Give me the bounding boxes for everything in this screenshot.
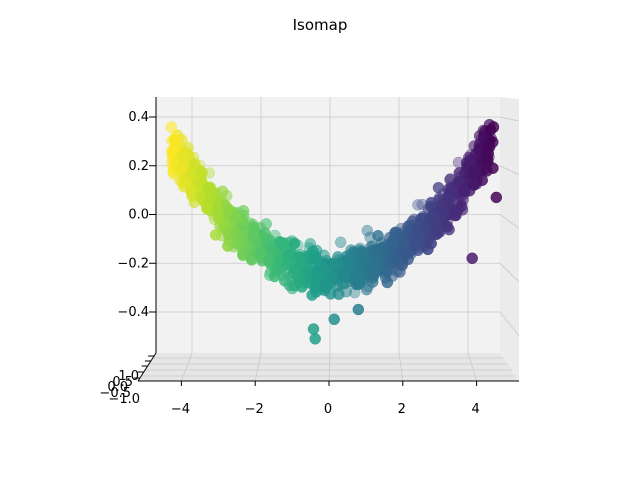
- data-point-894: [491, 192, 502, 203]
- data-point-937: [450, 210, 461, 221]
- data-point-967: [382, 266, 393, 277]
- data-point-994: [189, 159, 200, 170]
- data-point-831: [210, 229, 221, 240]
- z-tick-label-2: 0.0: [128, 208, 149, 223]
- data-point-891: [353, 304, 364, 315]
- data-point-915: [349, 270, 360, 281]
- data-point-964: [222, 205, 233, 216]
- data-point-997: [401, 246, 412, 257]
- data-point-958: [327, 258, 338, 269]
- data-point-754: [368, 270, 379, 281]
- data-point-1006: [387, 239, 398, 250]
- x-tick-label-2: 0: [324, 402, 332, 417]
- data-point-176: [335, 237, 346, 248]
- data-point-922: [278, 238, 289, 249]
- data-point-982: [186, 185, 197, 196]
- x-tick-label-4: 4: [471, 402, 479, 417]
- data-point-1002: [255, 248, 266, 259]
- data-point-914: [358, 248, 369, 259]
- right-side-pane: [500, 97, 519, 381]
- data-point-940: [338, 271, 349, 282]
- data-point-993: [431, 220, 442, 231]
- z-tick-label-3: 0.2: [128, 159, 149, 174]
- floor-pane: [138, 353, 519, 381]
- chart-title: Isomap: [293, 16, 348, 34]
- data-point-939: [343, 255, 354, 266]
- z-tick-label-0: −0.4: [117, 305, 149, 320]
- data-point-412: [166, 122, 177, 133]
- data-point-944: [246, 254, 257, 265]
- data-point-888: [308, 324, 319, 335]
- z-tick-label-4: 0.4: [128, 110, 149, 125]
- data-point-976: [232, 238, 243, 249]
- data-point-986: [442, 221, 453, 232]
- x-tick-label-0: −4: [171, 402, 190, 417]
- data-point-972: [429, 209, 440, 220]
- x-tick-label-1: −2: [245, 402, 264, 417]
- data-point-988: [412, 226, 423, 237]
- data-point-835: [289, 238, 300, 249]
- data-point-995: [295, 259, 306, 270]
- data-point-812: [279, 275, 290, 286]
- data-point-1003: [392, 254, 403, 265]
- data-point-912: [412, 237, 423, 248]
- data-point-985: [468, 180, 479, 191]
- data-point-876: [259, 228, 270, 239]
- data-point-822: [426, 197, 437, 208]
- data-point-987: [458, 185, 469, 196]
- data-point-880: [248, 229, 259, 240]
- data-point-991: [426, 238, 437, 249]
- data-point-838: [308, 246, 319, 257]
- data-point-963: [176, 163, 187, 174]
- data-point-890: [329, 314, 340, 325]
- data-point-955: [318, 267, 329, 278]
- data-point-999: [482, 157, 493, 168]
- data-point-960: [485, 124, 496, 135]
- data-point-889: [310, 333, 321, 344]
- data-point-57: [412, 199, 423, 210]
- z-tick-label-1: −0.2: [117, 256, 149, 271]
- data-point-680: [433, 182, 444, 193]
- data-point-971: [443, 195, 454, 206]
- data-point-1004: [471, 168, 482, 179]
- data-point-1000: [170, 135, 181, 146]
- data-point-817: [470, 149, 481, 160]
- depth-tick-label-4: −1.0: [108, 392, 140, 407]
- x-tick-label-3: 2: [398, 402, 406, 417]
- data-point-757: [373, 230, 384, 241]
- data-point-824: [382, 277, 393, 288]
- data-point-870: [167, 145, 178, 156]
- data-point-998: [370, 250, 381, 261]
- data-point-892: [467, 253, 478, 264]
- data-point-1001: [320, 282, 331, 293]
- data-point-992: [205, 195, 216, 206]
- data-point-1005: [204, 183, 215, 194]
- data-point-201: [362, 225, 373, 236]
